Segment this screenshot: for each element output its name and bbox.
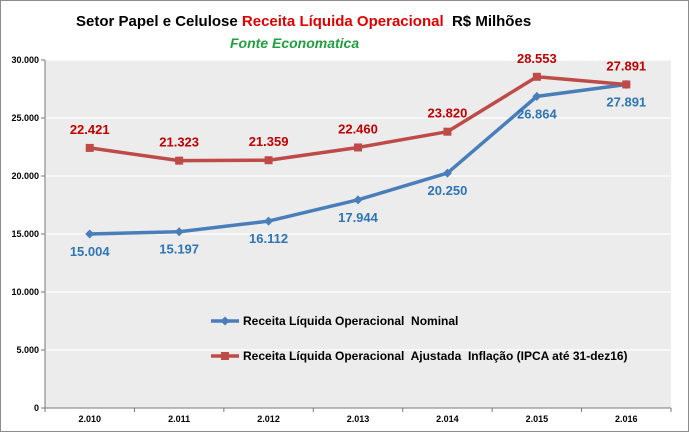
- legend-label: Receita Líquida Operacional Ajustada Inf…: [243, 349, 628, 363]
- data-point-nominal: [264, 216, 274, 226]
- legend-marker: [221, 352, 229, 360]
- x-tick-label: 2.011: [168, 414, 190, 424]
- data-label-nominal: 27.891: [606, 94, 646, 109]
- data-label-adjusted: 22.460: [338, 121, 378, 136]
- data-label-nominal: 15.197: [159, 242, 199, 257]
- legend-item-nominal: Receita Líquida Operacional Nominal: [211, 314, 458, 328]
- y-tick-label: 25.000: [11, 113, 39, 123]
- chart-subtitle: Fonte Economatica: [230, 35, 359, 51]
- y-tick-label: 15.000: [11, 229, 39, 239]
- data-point-adjusted: [532, 72, 541, 81]
- data-label-nominal: 15.004: [70, 244, 111, 259]
- data-point-nominal: [442, 168, 452, 178]
- data-label-adjusted: 28.553: [517, 51, 557, 66]
- x-tick-label: 2.014: [436, 414, 459, 424]
- x-tick-label: 2.013: [347, 414, 370, 424]
- chart-title: Setor Papel e Celulose Receita Líquida O…: [76, 13, 531, 30]
- data-point-adjusted: [354, 143, 362, 152]
- data-point-adjusted: [85, 143, 94, 152]
- data-point-nominal: [174, 227, 184, 237]
- data-point-nominal: [85, 229, 95, 239]
- legend-item-adjusted: Receita Líquida Operacional Ajustada Inf…: [211, 349, 628, 363]
- y-tick-label: 10.000: [11, 287, 39, 297]
- x-tick-label: 2.016: [615, 414, 638, 424]
- legend: Receita Líquida Operacional Nominal Recei…: [211, 314, 628, 363]
- data-point-adjusted: [264, 156, 273, 165]
- data-label-nominal: 16.112: [249, 231, 288, 246]
- data-label-adjusted: 21.323: [159, 135, 199, 150]
- data-label-nominal: 26.864: [517, 106, 558, 121]
- data-point-adjusted: [622, 80, 631, 89]
- data-label-adjusted: 22.421: [70, 122, 110, 137]
- y-tick-label: 30.000: [11, 55, 39, 65]
- legend-label: Receita Líquida Operacional Nominal: [243, 314, 458, 328]
- x-tick-label: 2.010: [78, 414, 101, 424]
- data-label-adjusted: 23.820: [428, 106, 468, 121]
- data-label-nominal: 17.944: [338, 210, 379, 225]
- chart-title-part1: Setor Papel e Celulose: [76, 13, 242, 30]
- legend-marker: [220, 316, 230, 326]
- data-point-nominal: [532, 91, 542, 101]
- x-tick-label: 2.015: [526, 414, 549, 424]
- data-label-nominal: 20.250: [428, 183, 468, 198]
- data-point-adjusted: [175, 156, 184, 165]
- y-tick-label: 5.000: [16, 345, 39, 355]
- data-label-adjusted: 21.359: [249, 134, 289, 149]
- data-label-adjusted: 27.891: [606, 58, 646, 73]
- x-tick-label: 2.012: [257, 414, 280, 424]
- chart-title-highlight: Receita Líquida Operacional: [242, 13, 444, 30]
- chart-title-part3: R$ Milhões: [444, 13, 532, 30]
- data-point-nominal: [353, 195, 363, 205]
- y-tick-label: 20.000: [11, 171, 39, 181]
- data-point-adjusted: [443, 127, 452, 136]
- plot-area: 0 5.000 10.000 15.000 20.000 25.000 30.000 2.01…: [11, 51, 672, 424]
- y-tick-label: 0: [34, 403, 39, 413]
